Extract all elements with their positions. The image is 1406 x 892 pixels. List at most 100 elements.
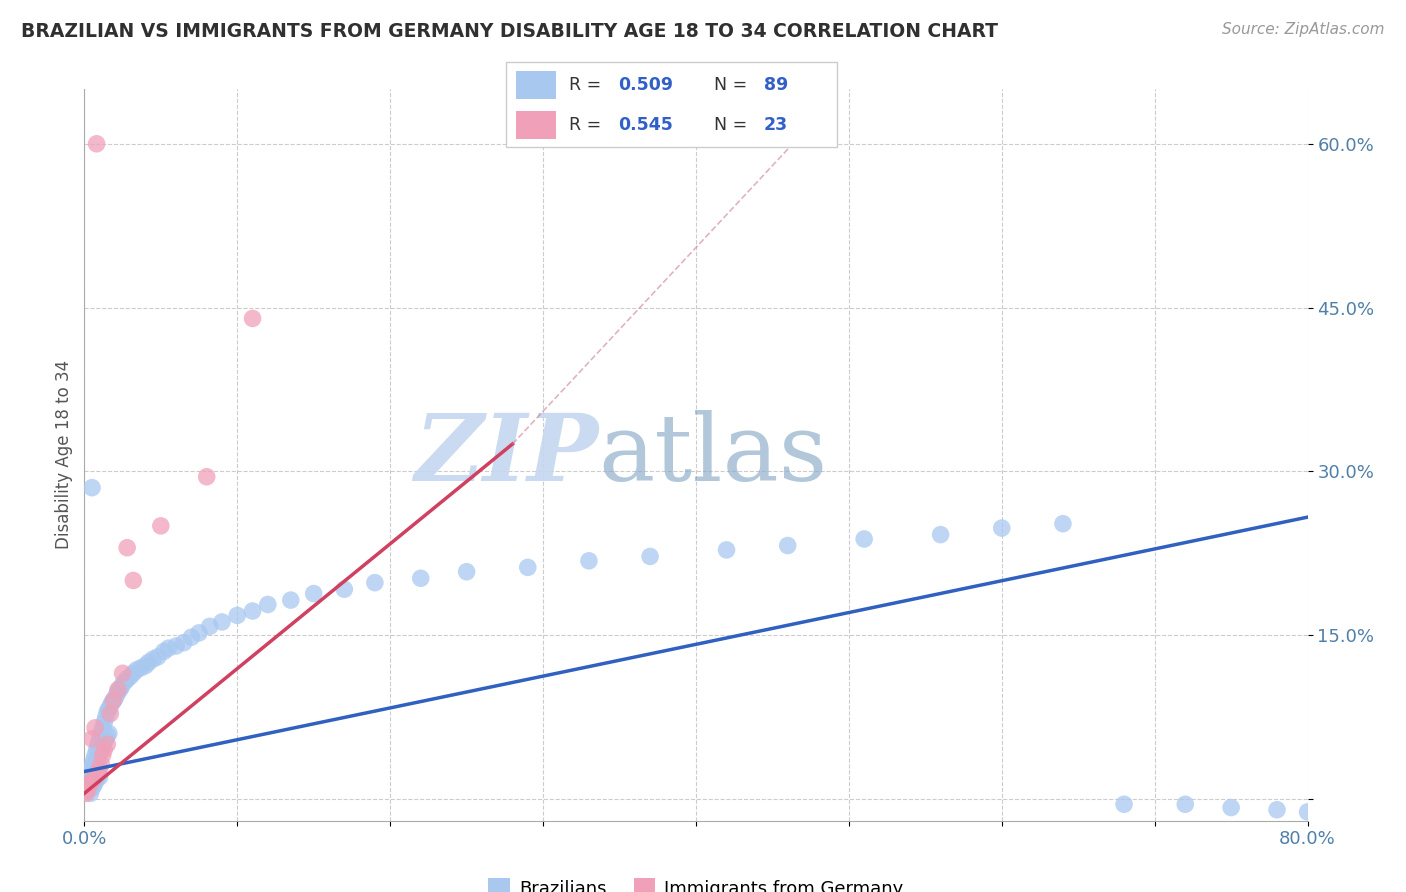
Point <box>96 729 118 743</box>
Text: 0.545: 0.545 <box>619 116 673 134</box>
Point <box>853 532 876 546</box>
Point <box>80 759 103 773</box>
Point <box>93 742 115 756</box>
FancyBboxPatch shape <box>506 62 837 147</box>
Point <box>1114 797 1136 812</box>
Point <box>86 742 108 756</box>
Text: N =: N = <box>714 116 754 134</box>
Point <box>93 715 115 730</box>
Text: 89: 89 <box>763 76 789 94</box>
Point <box>578 554 600 568</box>
Point <box>364 575 387 590</box>
Point <box>188 625 211 640</box>
Point <box>129 661 152 675</box>
Point <box>89 746 111 760</box>
Point <box>114 673 136 688</box>
Point <box>76 770 98 784</box>
Point <box>280 593 302 607</box>
Point <box>97 702 120 716</box>
Point <box>84 775 107 789</box>
Point <box>1296 805 1319 819</box>
Point <box>776 539 799 553</box>
Point <box>111 677 134 691</box>
Point <box>87 737 110 751</box>
Point <box>135 658 157 673</box>
Point <box>333 582 356 597</box>
Point <box>94 710 117 724</box>
Point <box>80 780 103 795</box>
Text: BRAZILIAN VS IMMIGRANTS FROM GERMANY DISABILITY AGE 18 TO 34 CORRELATION CHART: BRAZILIAN VS IMMIGRANTS FROM GERMANY DIS… <box>21 22 998 41</box>
Point <box>122 666 145 681</box>
Point <box>257 598 280 612</box>
Point <box>83 779 105 793</box>
Text: Source: ZipAtlas.com: Source: ZipAtlas.com <box>1222 22 1385 37</box>
Point <box>195 469 218 483</box>
Point <box>104 691 127 706</box>
Point <box>89 770 111 784</box>
Point <box>98 698 121 713</box>
Point <box>115 541 138 555</box>
Text: 0.509: 0.509 <box>619 76 673 94</box>
Point <box>98 706 121 721</box>
Point <box>75 786 97 800</box>
Point <box>83 772 105 786</box>
Point <box>929 527 952 541</box>
Point <box>80 731 103 746</box>
Point <box>89 731 111 746</box>
Point <box>90 756 112 771</box>
Point <box>180 630 202 644</box>
FancyBboxPatch shape <box>516 111 555 139</box>
Y-axis label: Disability Age 18 to 34: Disability Age 18 to 34 <box>55 360 73 549</box>
Point <box>138 656 160 670</box>
Point <box>97 726 120 740</box>
Point <box>83 754 105 768</box>
Point <box>165 639 187 653</box>
Point <box>77 764 100 779</box>
Point <box>79 786 101 800</box>
Point <box>87 764 110 779</box>
Point <box>211 615 233 629</box>
Point <box>456 565 478 579</box>
Text: atlas: atlas <box>598 410 827 500</box>
Point <box>153 644 176 658</box>
Point <box>86 772 108 786</box>
Point <box>110 681 132 695</box>
Point <box>115 672 138 686</box>
Point <box>91 739 114 754</box>
Point <box>1174 797 1197 812</box>
Point <box>76 783 98 797</box>
Point <box>91 721 114 735</box>
Point <box>1220 800 1243 814</box>
Point <box>84 759 107 773</box>
Point <box>1265 803 1288 817</box>
Text: N =: N = <box>714 76 754 94</box>
Point <box>226 608 249 623</box>
Point <box>991 521 1014 535</box>
Point <box>122 574 145 588</box>
Point <box>80 770 103 784</box>
Point <box>146 649 169 664</box>
Point <box>86 754 108 768</box>
Point <box>83 764 105 779</box>
Point <box>638 549 661 564</box>
Text: R =: R = <box>569 116 606 134</box>
Point <box>84 748 107 763</box>
Point <box>107 682 129 697</box>
Point <box>173 636 195 650</box>
Point <box>157 641 180 656</box>
Point <box>80 481 103 495</box>
Point <box>79 775 101 789</box>
Point <box>120 669 142 683</box>
Point <box>142 652 165 666</box>
Point <box>90 742 112 756</box>
Text: R =: R = <box>569 76 606 94</box>
Point <box>86 136 108 151</box>
Point <box>716 542 738 557</box>
Point <box>516 560 538 574</box>
Point <box>76 780 98 795</box>
Text: 23: 23 <box>763 116 787 134</box>
Point <box>90 726 112 740</box>
Point <box>96 737 118 751</box>
Point <box>89 761 111 775</box>
Point <box>79 768 101 782</box>
